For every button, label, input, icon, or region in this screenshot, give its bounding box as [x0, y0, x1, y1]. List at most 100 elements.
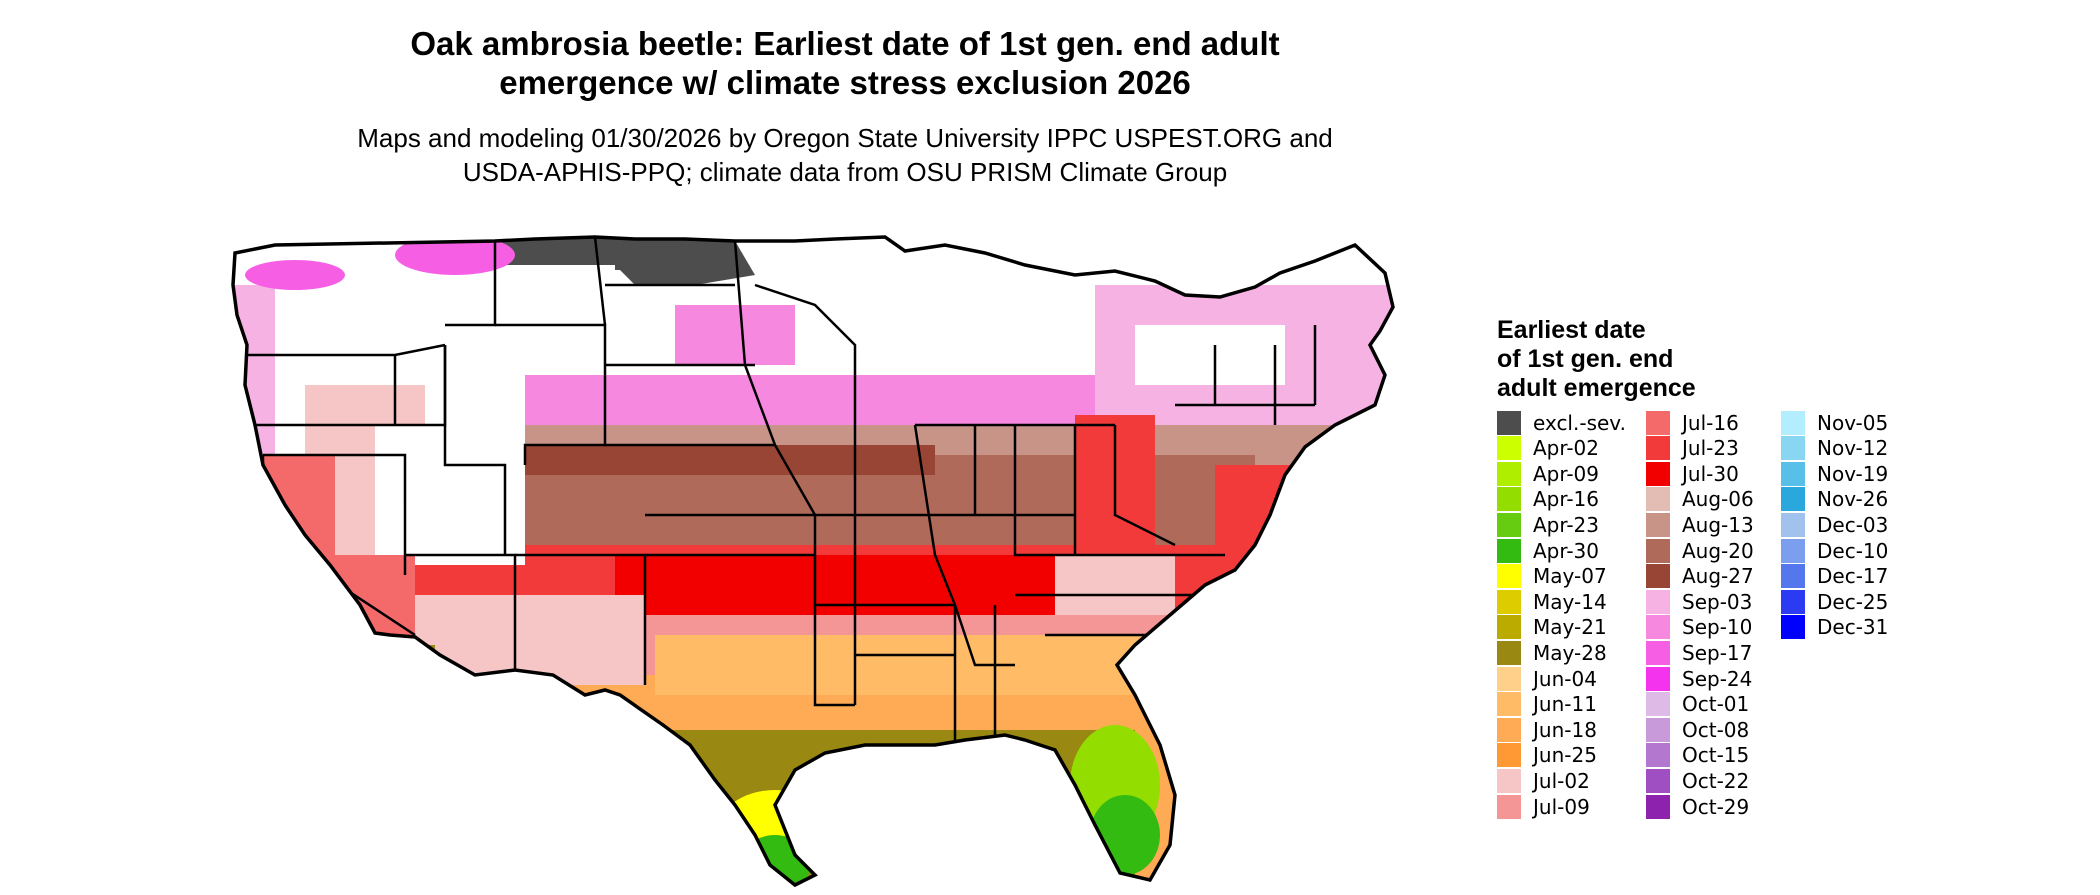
legend-label: Dec-17: [1817, 564, 1889, 589]
legend-item: May-14: [1497, 589, 1607, 614]
legend-item: Dec-03: [1781, 512, 1888, 537]
legend-label: Apr-09: [1533, 461, 1599, 486]
legend-label: Apr-23: [1533, 512, 1599, 537]
legend-swatch: [1646, 692, 1670, 717]
legend-item: Nov-26: [1781, 487, 1888, 512]
legend-title: Earliest date of 1st gen. end adult emer…: [1497, 316, 1696, 403]
us-border: [231, 235, 1395, 888]
legend-label: Sep-24: [1682, 666, 1753, 691]
legend-label: Sep-17: [1682, 640, 1753, 665]
legend-label: Oct-15: [1682, 743, 1750, 768]
state-borders: [235, 237, 1317, 745]
legend-item: Jul-23: [1646, 436, 1739, 461]
legend-label: Jul-02: [1533, 768, 1590, 793]
legend-swatch: [1646, 666, 1670, 691]
legend-item: Jul-16: [1646, 410, 1739, 435]
legend-item: Sep-03: [1646, 589, 1752, 614]
legend-swatch: [1497, 692, 1521, 717]
legend-label: Jul-23: [1682, 436, 1739, 461]
legend-item: Oct-01: [1646, 692, 1749, 717]
legend-item: Apr-30: [1497, 538, 1599, 563]
legend-swatch: [1497, 768, 1521, 793]
legend-label: Apr-02: [1533, 436, 1599, 461]
legend-item: Oct-29: [1646, 794, 1749, 819]
legend-swatch: [1646, 410, 1670, 435]
legend-swatch: [1497, 589, 1521, 614]
legend-swatch: [1781, 564, 1805, 589]
legend-item: Jul-02: [1497, 768, 1590, 793]
legend-item: Oct-22: [1646, 768, 1749, 793]
legend-label: Aug-20: [1682, 538, 1754, 563]
legend-label: May-28: [1533, 640, 1607, 665]
legend-swatch: [1646, 743, 1670, 768]
legend-item: Apr-23: [1497, 512, 1599, 537]
map-title-line-2: emergence w/ climate stress exclusion 20…: [499, 64, 1191, 101]
legend-item: May-07: [1497, 564, 1607, 589]
legend-label: Jul-30: [1682, 461, 1739, 486]
legend-label: Aug-13: [1682, 512, 1754, 537]
map-title-line-1: Oak ambrosia beetle: Earliest date of 1s…: [410, 25, 1280, 62]
legend-title-line-1: Earliest date: [1497, 316, 1646, 344]
legend-item: May-21: [1497, 615, 1607, 640]
legend-item: Nov-12: [1781, 436, 1888, 461]
legend-label: Nov-05: [1817, 410, 1889, 435]
legend-swatch: [1497, 410, 1521, 435]
legend-item: Dec-10: [1781, 538, 1888, 563]
map-subtitle: Maps and modeling 01/30/2026 by Oregon S…: [0, 121, 1690, 189]
map-subtitle-line-1: Maps and modeling 01/30/2026 by Oregon S…: [357, 123, 1333, 153]
legend-item: Aug-20: [1646, 538, 1754, 563]
legend-item: Jun-11: [1497, 692, 1597, 717]
legend-label: Nov-26: [1817, 487, 1889, 512]
legend-label: Nov-19: [1817, 461, 1889, 486]
legend-label: Jun-11: [1533, 692, 1597, 717]
legend-swatch: [1646, 512, 1670, 537]
legend-label: Jun-18: [1533, 717, 1597, 742]
legend-item: Aug-13: [1646, 512, 1754, 537]
legend-label: Sep-03: [1682, 589, 1753, 614]
legend-item: Apr-16: [1497, 487, 1599, 512]
legend-swatch: [1646, 640, 1670, 665]
legend-title-line-2: of 1st gen. end: [1497, 345, 1674, 373]
legend-swatch: [1497, 794, 1521, 819]
legend-swatch: [1497, 538, 1521, 563]
legend-label: excl.-sev.: [1533, 410, 1626, 435]
legend-item: Sep-17: [1646, 640, 1752, 665]
legend-label: May-14: [1533, 589, 1607, 614]
legend-label: Jul-09: [1533, 794, 1590, 819]
legend-label: Jul-16: [1682, 410, 1739, 435]
legend-swatch: [1646, 487, 1670, 512]
legend-label: May-21: [1533, 615, 1607, 640]
legend-label: Nov-12: [1817, 436, 1889, 461]
legend-title-line-3: adult emergence: [1497, 374, 1696, 402]
legend-item: Oct-15: [1646, 743, 1749, 768]
map-title: Oak ambrosia beetle: Earliest date of 1s…: [0, 24, 1690, 102]
legend-swatch: [1781, 487, 1805, 512]
legend-item: excl.-sev.: [1497, 410, 1626, 435]
legend-swatch: [1646, 794, 1670, 819]
map-subtitle-line-2: USDA-APHIS-PPQ; climate data from OSU PR…: [462, 157, 1228, 187]
legend-label: Sep-10: [1682, 615, 1753, 640]
legend-label: Aug-27: [1682, 564, 1754, 589]
legend-item: Jul-30: [1646, 461, 1739, 486]
legend-swatch: [1646, 538, 1670, 563]
legend-label: Dec-31: [1817, 615, 1889, 640]
legend-label: Oct-01: [1682, 692, 1750, 717]
legend-label: Oct-22: [1682, 768, 1750, 793]
legend-label: Oct-29: [1682, 794, 1750, 819]
legend-label: Jun-25: [1533, 743, 1597, 768]
legend-item: Jun-25: [1497, 743, 1597, 768]
legend-item: Nov-05: [1781, 410, 1888, 435]
legend-item: Dec-25: [1781, 589, 1888, 614]
legend-label: Aug-06: [1682, 487, 1754, 512]
legend-item: Oct-08: [1646, 717, 1749, 742]
legend-swatch: [1781, 436, 1805, 461]
legend-swatch: [1781, 589, 1805, 614]
legend-swatch: [1497, 640, 1521, 665]
legend-label: Dec-03: [1817, 512, 1889, 537]
legend-swatch: [1781, 512, 1805, 537]
legend-swatch: [1497, 717, 1521, 742]
legend-item: Nov-19: [1781, 461, 1888, 486]
legend-swatch: [1646, 768, 1670, 793]
legend-swatch: [1646, 589, 1670, 614]
legend-swatch: [1497, 487, 1521, 512]
